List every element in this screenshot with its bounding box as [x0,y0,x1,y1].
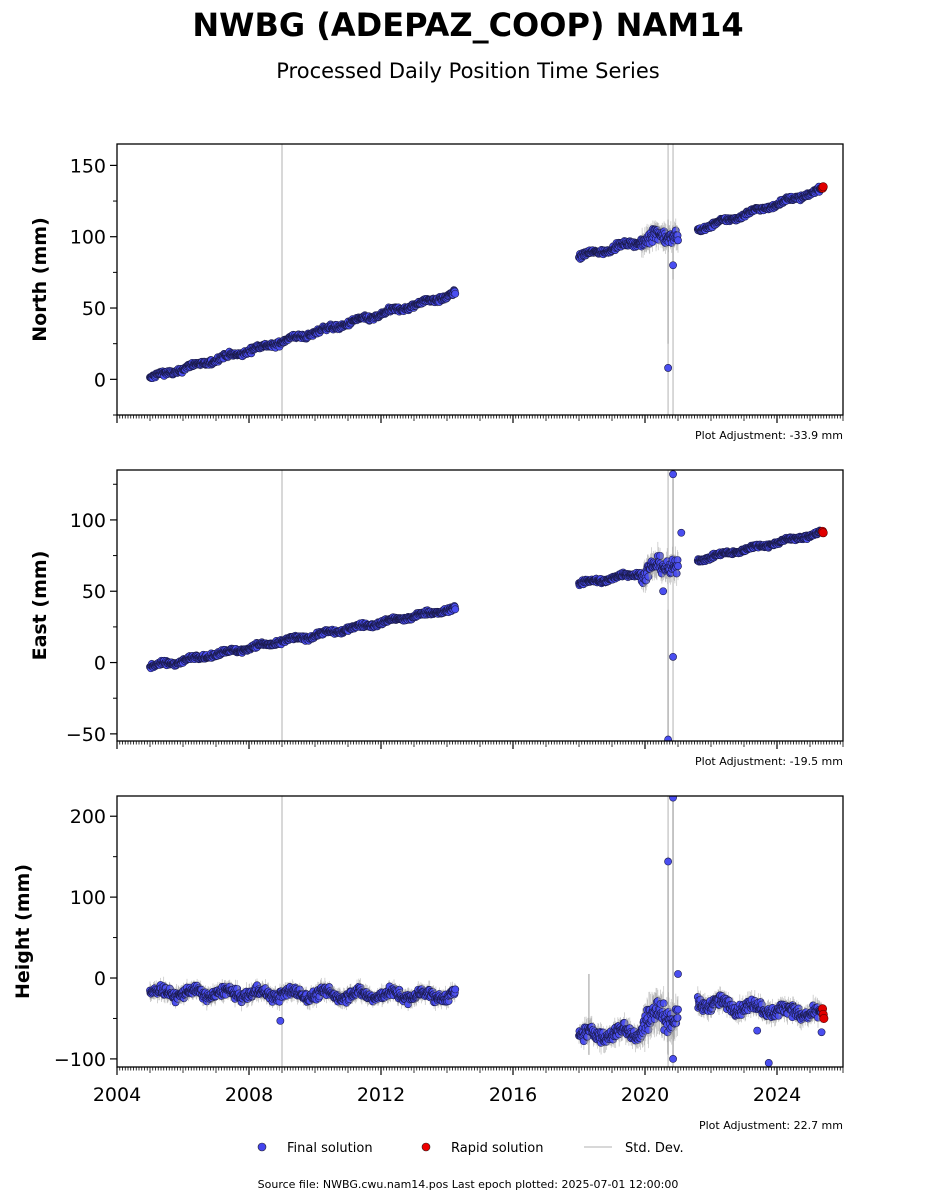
y-axis-label: North (mm) [29,217,51,342]
north-panel: 0 50 100 150 North (mm) Plot Adjustment: -33.… [29,143,844,442]
final-solution-point [451,605,460,614]
y-tick-label: 0 [94,369,106,391]
final-solution-point [672,569,681,578]
chart-subtitle: Processed Daily Position Time Series [276,59,660,83]
final-solution-point [674,236,682,245]
y-tick-label: 50 [82,298,106,320]
y-tick-label: 100 [70,227,106,249]
y-tick-label: 150 [70,155,106,177]
chart-title: NWBG (ADEPAZ_COOP) NAM14 [192,6,743,44]
final-solution-point [674,562,682,570]
final-solution-point [664,364,672,372]
plot-area [146,470,828,741]
plot-frame [116,143,844,416]
final-solution-point [451,289,460,298]
plot-area [146,144,828,415]
final-solution-point [669,261,677,270]
plot-adjustment-note: Plot Adjustment: -33.9 mm [695,429,843,442]
rapid-solution-point [818,182,828,192]
